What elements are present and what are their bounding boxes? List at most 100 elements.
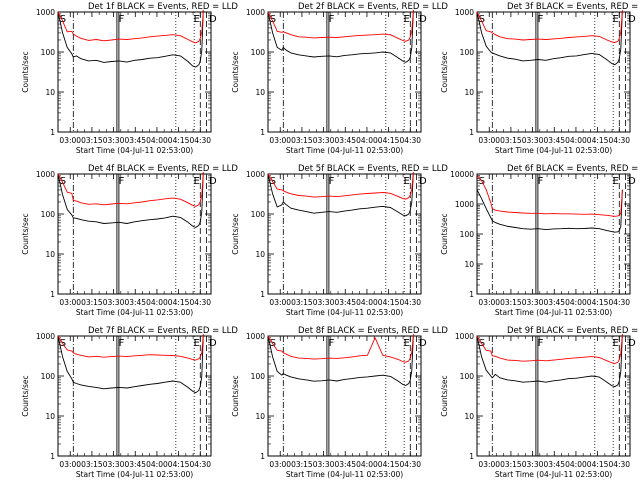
x-tick-label: 03:30 xyxy=(313,298,335,307)
x-tick-label: 03:15 xyxy=(81,136,103,145)
y-tick-label: 100 xyxy=(41,210,56,219)
panel-title: Det 1f BLACK = Events, RED = LLD xyxy=(88,2,238,12)
x-tick-label: 03:15 xyxy=(81,460,103,469)
plot-frame xyxy=(476,173,631,295)
x-tick-label: 04:15 xyxy=(168,460,190,469)
events-line xyxy=(57,172,204,228)
x-axis-label: Start Time (04-Jul-11 02:53:00) xyxy=(495,470,612,479)
x-tick-label: 04:15 xyxy=(587,298,609,307)
x-tick-label: 04:15 xyxy=(168,298,190,307)
y-tick-label: 10 xyxy=(464,412,474,421)
panel-title: Det 6f BLACK = Events, RED = LLD xyxy=(507,164,640,174)
x-tick-label: 03:30 xyxy=(103,460,125,469)
panel-title: Det 9f BLACK = Events, RED = LLD xyxy=(507,326,640,336)
y-tick-label: 10 xyxy=(45,88,55,97)
marker-letter-E: E xyxy=(613,14,619,25)
x-tick-label: 04:00 xyxy=(146,136,168,145)
x-tick-label: 03:45 xyxy=(124,460,146,469)
x-tick-label: 03:15 xyxy=(291,460,313,469)
x-tick-label: 03:30 xyxy=(313,136,335,145)
marker-letter-E: E xyxy=(613,176,619,187)
y-tick-label: 100 xyxy=(41,48,56,57)
x-tick-label: 04:30 xyxy=(189,460,211,469)
panel-7: Det 7f BLACK = Events, RED = LLD 1 10 100 10… xyxy=(21,326,238,479)
marker-letter-F: F xyxy=(538,338,544,349)
x-tick-label: 04:00 xyxy=(565,136,587,145)
y-tick-label: 100 xyxy=(41,372,56,381)
y-tick-label: 10 xyxy=(255,412,265,421)
y-tick-label: 1 xyxy=(469,290,474,299)
events-line xyxy=(476,189,623,233)
events-line xyxy=(57,334,204,394)
marker-letter-D: D xyxy=(628,338,636,349)
events-line xyxy=(267,334,414,386)
marker-letter-D: D xyxy=(419,338,427,349)
marker-letter-D: D xyxy=(209,14,217,25)
y-axis-label: Counts/sec xyxy=(231,375,240,416)
events-line xyxy=(57,10,204,68)
y-axis-label: Counts/sec xyxy=(440,375,449,416)
marker-letter-F: F xyxy=(329,176,335,187)
marker-letter-E: E xyxy=(194,338,200,349)
x-tick-label: 03:00 xyxy=(59,136,81,145)
x-tick-label: 03:30 xyxy=(522,460,544,469)
plot-frame xyxy=(476,335,631,457)
events-line xyxy=(267,10,414,63)
x-tick-label: 03:15 xyxy=(500,136,522,145)
y-tick-label: 100 xyxy=(460,48,475,57)
y-tick-label: 1 xyxy=(50,452,55,461)
y-tick-label: 1000 xyxy=(246,170,265,179)
y-tick-label: 1000 xyxy=(36,332,55,341)
x-tick-label: 04:30 xyxy=(399,460,421,469)
y-tick-label: 1 xyxy=(260,128,265,137)
marker-letter-E: E xyxy=(194,14,200,25)
marker-letter-F: F xyxy=(119,176,125,187)
y-tick-label: 1000 xyxy=(455,8,474,17)
panel-1: Det 1f BLACK = Events, RED = LLD 1 10 100 10… xyxy=(21,2,238,155)
marker-letter-E: E xyxy=(404,338,410,349)
events-line xyxy=(476,10,623,66)
x-tick-label: 04:15 xyxy=(587,136,609,145)
x-tick-label: 03:00 xyxy=(59,460,81,469)
y-tick-label: 100 xyxy=(251,48,266,57)
y-tick-label: 100 xyxy=(460,230,475,239)
x-axis-label: Start Time (04-Jul-11 02:53:00) xyxy=(286,146,403,155)
lld-line xyxy=(267,10,414,42)
x-tick-label: 04:00 xyxy=(565,298,587,307)
x-tick-label: 03:30 xyxy=(103,136,125,145)
lld-line xyxy=(267,172,414,200)
lld-line xyxy=(476,334,623,364)
marker-letter-D: D xyxy=(209,176,217,187)
panel-title: Det 7f BLACK = Events, RED = LLD xyxy=(88,326,238,336)
marker-letter-F: F xyxy=(538,176,544,187)
x-tick-label: 03:45 xyxy=(124,136,146,145)
x-axis-label: Start Time (04-Jul-11 02:53:00) xyxy=(495,308,612,317)
lld-line xyxy=(267,334,414,363)
x-tick-label: 03:15 xyxy=(291,136,313,145)
plot-frame xyxy=(57,173,212,295)
y-tick-label: 1000 xyxy=(36,8,55,17)
x-tick-label: 03:45 xyxy=(334,460,356,469)
x-tick-label: 03:45 xyxy=(124,298,146,307)
y-tick-label: 1 xyxy=(50,290,55,299)
lld-line xyxy=(57,172,204,207)
panel-6: Det 6f BLACK = Events, RED = LLD 1 10 100 10… xyxy=(440,164,640,317)
x-tick-label: 03:30 xyxy=(522,298,544,307)
panel-3: Det 3f BLACK = Events, RED = LLD 1 10 100 10… xyxy=(440,2,640,155)
y-tick-label: 10 xyxy=(255,250,265,259)
x-tick-label: 03:30 xyxy=(313,460,335,469)
x-tick-label: 03:00 xyxy=(59,298,81,307)
marker-letter-F: F xyxy=(329,14,335,25)
marker-letter-D: D xyxy=(209,338,217,349)
marker-letter-D: D xyxy=(419,176,427,187)
x-tick-label: 03:00 xyxy=(269,298,291,307)
x-tick-label: 04:30 xyxy=(189,298,211,307)
x-tick-label: 04:15 xyxy=(378,136,400,145)
x-tick-label: 03:45 xyxy=(334,298,356,307)
x-tick-label: 04:30 xyxy=(608,136,630,145)
y-axis-label: Counts/sec xyxy=(440,213,449,254)
x-axis-label: Start Time (04-Jul-11 02:53:00) xyxy=(286,470,403,479)
panel-9: Det 9f BLACK = Events, RED = LLD 1 10 100 10… xyxy=(440,326,640,479)
x-tick-label: 03:30 xyxy=(103,298,125,307)
